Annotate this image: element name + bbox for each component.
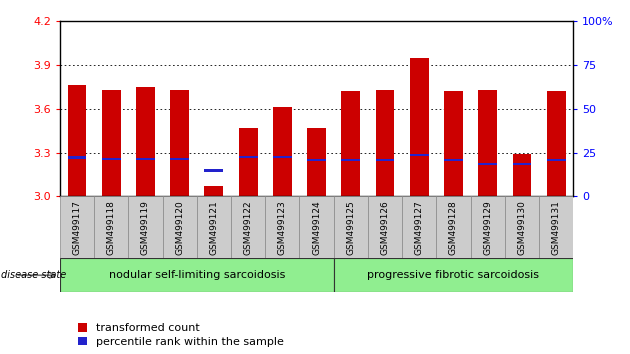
Bar [170,158,189,160]
Legend: transformed count, percentile rank within the sample: transformed count, percentile rank withi… [78,323,284,347]
Bar [341,159,360,161]
Text: GSM499128: GSM499128 [449,200,458,255]
Bar [307,159,326,161]
Bar [402,196,437,258]
Text: GSM499124: GSM499124 [312,200,321,255]
Text: GSM499118: GSM499118 [106,200,116,255]
Bar [547,159,566,161]
Bar [539,196,573,258]
Bar [410,58,428,196]
Bar [547,91,566,196]
Bar [437,196,471,258]
Bar [102,158,120,160]
Bar [197,196,231,258]
Bar [410,154,428,156]
Bar [368,196,402,258]
Bar [67,86,86,196]
Bar [513,154,531,196]
Text: GSM499117: GSM499117 [72,200,81,255]
Bar [334,196,368,258]
Bar [307,128,326,196]
Bar [505,196,539,258]
Bar [231,196,265,258]
Text: GSM499123: GSM499123 [278,200,287,255]
Bar [205,169,223,172]
Bar [334,258,573,292]
Bar [513,163,531,165]
Bar [471,196,505,258]
Bar [60,196,94,258]
Bar [478,90,497,196]
Bar [375,159,394,161]
Text: GSM499127: GSM499127 [415,200,424,255]
Bar [239,155,258,158]
Text: GSM499125: GSM499125 [346,200,355,255]
Bar [94,196,129,258]
Text: GSM499129: GSM499129 [483,200,492,255]
Bar [299,196,334,258]
Text: GSM499121: GSM499121 [209,200,219,255]
Bar [273,107,292,196]
Bar [239,128,258,196]
Bar [478,163,497,165]
Text: GSM499126: GSM499126 [381,200,389,255]
Bar [341,91,360,196]
Bar [163,196,197,258]
Text: nodular self-limiting sarcoidosis: nodular self-limiting sarcoidosis [108,270,285,280]
Bar [273,155,292,158]
Bar [136,87,155,196]
Bar [129,196,163,258]
Text: GSM499120: GSM499120 [175,200,184,255]
Bar [60,258,334,292]
Bar [67,156,86,159]
Bar [136,158,155,160]
Bar [265,196,299,258]
Bar [170,90,189,196]
Bar [375,90,394,196]
Text: GSM499130: GSM499130 [517,200,527,255]
Bar [205,186,223,196]
Text: GSM499122: GSM499122 [244,200,253,255]
Text: progressive fibrotic sarcoidosis: progressive fibrotic sarcoidosis [367,270,539,280]
Text: GSM499131: GSM499131 [552,200,561,255]
Bar [444,159,463,161]
Text: disease state: disease state [1,270,67,280]
Bar [102,90,120,196]
Text: GSM499119: GSM499119 [141,200,150,255]
Bar [444,91,463,196]
